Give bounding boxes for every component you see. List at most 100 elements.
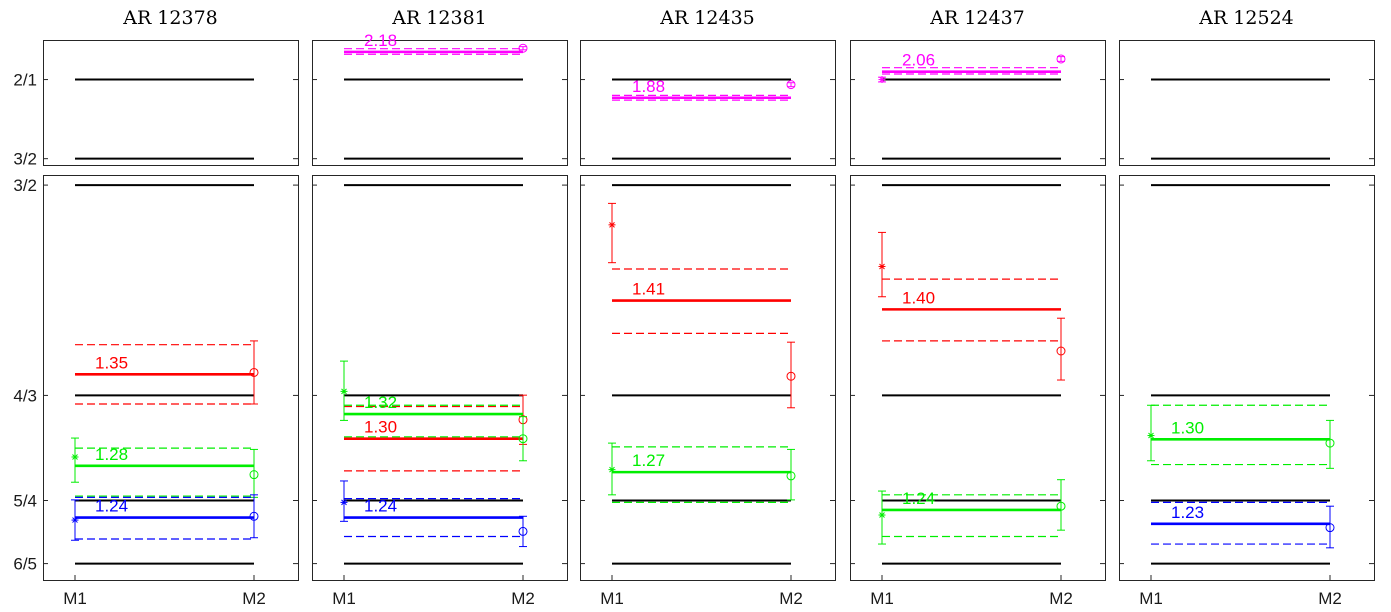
- x-tick-label: M2: [1318, 589, 1342, 608]
- series-red: 1.30: [344, 394, 528, 472]
- m1-point: [71, 516, 79, 524]
- m2-point: [1056, 501, 1066, 511]
- m2-point: [1056, 346, 1066, 356]
- asterisk-stroke: [72, 454, 78, 460]
- y-tick-label: 6/5: [13, 555, 37, 574]
- mean-label: 1.40: [902, 288, 935, 307]
- m2-point: [518, 43, 528, 53]
- m1-point: [878, 76, 886, 84]
- series-green: 1.27: [608, 442, 796, 504]
- series-magenta: 2.06: [878, 51, 1066, 84]
- mean-label: 1.41: [632, 280, 665, 299]
- series-magenta: 1.88: [612, 77, 796, 101]
- m2-point: [249, 367, 259, 377]
- mean-label: 1.88: [632, 77, 665, 96]
- upper-axes-frame: [1119, 40, 1375, 166]
- m2-point: [786, 471, 796, 481]
- series-green: 1.24: [878, 479, 1066, 545]
- asterisk-stroke: [879, 263, 885, 270]
- m2-point: [1056, 54, 1066, 64]
- mean-label: 1.30: [1171, 418, 1204, 437]
- asterisk-stroke: [1148, 432, 1154, 439]
- panel-title: AR 12437: [929, 7, 1025, 29]
- upper-axes-frame: [850, 40, 1106, 166]
- m1-point: [340, 498, 348, 506]
- panel-title: AR 12435: [659, 7, 755, 29]
- m2-point: [518, 434, 528, 444]
- series-red: 1.35: [75, 340, 259, 405]
- y-tick-label: 3/2: [13, 150, 37, 169]
- m1-point: [608, 221, 616, 229]
- x-tick-label: M2: [511, 589, 535, 608]
- x-tick-label: M1: [332, 589, 356, 608]
- series-magenta: 2.18: [344, 31, 528, 55]
- upper-axes-frame: [43, 40, 299, 166]
- mean-label: 1.35: [95, 353, 128, 372]
- m2-point: [786, 80, 796, 90]
- panel-title: AR 12378: [122, 7, 218, 29]
- panel-ar-12378: AR 12378 3/2 2/1 6/5 5/4 4/3 3/2 M1 M2 1.35 1.28 1.…: [13, 7, 299, 608]
- y-tick-label: 4/3: [13, 386, 37, 405]
- panel-ar-12524: AR 12524 M1 M2 1.30 1.23: [1119, 7, 1375, 608]
- upper-axes-frame: [580, 40, 836, 166]
- x-tick-label: M1: [63, 589, 87, 608]
- m1-point: [71, 453, 79, 461]
- asterisk-stroke: [609, 466, 615, 473]
- lower-axes-frame: [1119, 175, 1375, 581]
- mean-label: 2.06: [902, 51, 935, 70]
- m2-point: [1325, 523, 1335, 533]
- panel-title: AR 12381: [391, 7, 487, 29]
- asterisk-stroke: [609, 221, 615, 228]
- m2-point: [249, 511, 259, 521]
- y-tick-label: 5/4: [13, 492, 37, 511]
- m1-point: [878, 262, 886, 270]
- x-tick-label: M1: [1139, 589, 1163, 608]
- m2-point: [786, 371, 796, 381]
- series-green: 1.30: [1147, 404, 1335, 469]
- mean-label: 1.24: [95, 497, 128, 516]
- x-tick-label: M2: [1049, 589, 1073, 608]
- panel-ar-12381: AR 12381 M1 M2 2.18 1.30 1.32 1.24: [312, 7, 568, 608]
- mean-label: 1.23: [1171, 503, 1204, 522]
- m1-point: [878, 511, 886, 519]
- asterisk-stroke: [341, 499, 347, 506]
- series-blue: 1.24: [340, 480, 528, 548]
- y-tick-label: 3/2: [13, 176, 37, 195]
- series-green: 1.28: [71, 437, 259, 498]
- series-green: 1.32: [340, 360, 528, 462]
- asterisk-stroke: [879, 76, 885, 83]
- panel-ar-12435: AR 12435 M1 M2 1.88 1.41 1.27: [580, 7, 836, 608]
- y-tick-label: 2/1: [13, 71, 37, 90]
- panel-ar-12437: AR 12437 M1 M2 2.06 1.40 1.24: [850, 7, 1106, 608]
- lower-axes-frame: [850, 175, 1106, 581]
- x-tick-label: M2: [779, 589, 803, 608]
- mean-label: 2.18: [364, 31, 397, 50]
- lower-axes-frame: [312, 175, 568, 581]
- series-red: 1.41: [608, 202, 796, 409]
- m1-point: [608, 466, 616, 474]
- mean-label: 1.28: [95, 445, 128, 464]
- mean-label: 1.24: [902, 489, 935, 508]
- series-blue: 1.23: [1151, 501, 1335, 549]
- mean-label: 1.32: [364, 393, 397, 412]
- series-red: 1.40: [878, 231, 1066, 381]
- lower-axes-frame: [580, 175, 836, 581]
- upper-axes-frame: [312, 40, 568, 166]
- m2-point: [249, 470, 259, 480]
- series-blue: 1.24: [71, 494, 259, 541]
- asterisk-stroke: [879, 512, 885, 518]
- mean-label: 1.30: [364, 418, 397, 437]
- x-tick-label: M1: [600, 589, 624, 608]
- panel-title: AR 12524: [1198, 7, 1294, 29]
- mean-label: 1.27: [632, 451, 665, 470]
- m1-point: [1147, 432, 1155, 440]
- lower-axes-frame: [43, 175, 299, 581]
- mean-label: 1.24: [364, 497, 397, 516]
- asterisk-stroke: [72, 517, 78, 523]
- m2-point: [1325, 438, 1335, 448]
- x-tick-label: M1: [870, 589, 894, 608]
- asterisk-stroke: [341, 388, 347, 395]
- m2-point: [518, 526, 528, 536]
- x-tick-label: M2: [242, 589, 266, 608]
